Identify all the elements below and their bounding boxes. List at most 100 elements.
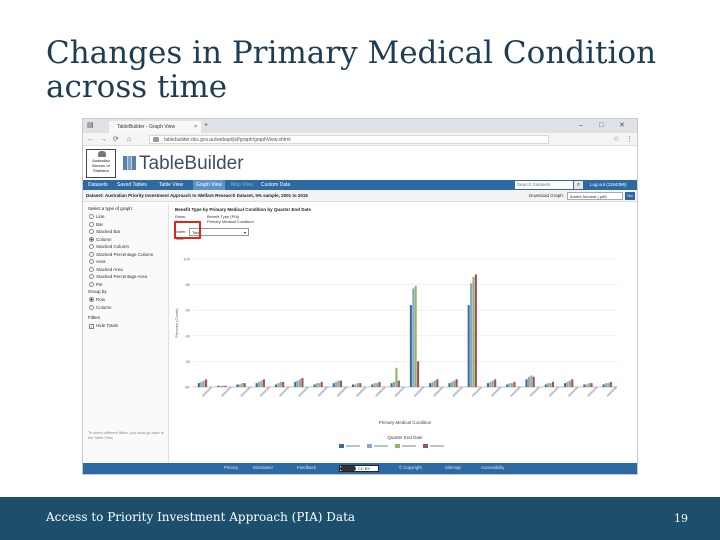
bar [412, 288, 415, 387]
download-go-button[interactable]: Go [625, 192, 635, 200]
nav-graph-view[interactable]: Graph View [193, 180, 226, 190]
close-window-icon[interactable]: ✕ [619, 122, 625, 129]
graph-type-option-stacked-percentage-area[interactable]: Stacked Percentage Area [89, 273, 147, 280]
group-by-option-column[interactable]: Column [89, 304, 112, 311]
option-label: Stacked Column [96, 244, 130, 249]
footer-link-accessibility[interactable]: Accessibility [481, 465, 505, 470]
x-tick-label-mark [375, 386, 386, 397]
radio-button[interactable] [89, 297, 94, 302]
footer-link-feedback[interactable]: Feedback [297, 465, 316, 470]
radio-button[interactable] [89, 236, 94, 242]
graph-type-option-area[interactable]: Area [89, 258, 106, 265]
bar [243, 383, 246, 387]
y-tick-label: 60 [186, 308, 191, 313]
logout-link[interactable]: Log out (1184396) [590, 182, 627, 187]
back-icon[interactable]: ← [87, 136, 94, 143]
minimize-icon[interactable]: – [579, 122, 583, 129]
bar [431, 381, 434, 387]
radio-button[interactable] [89, 251, 94, 257]
bar [448, 383, 451, 387]
footer-link-sitemap[interactable]: Sitemap [445, 465, 461, 470]
tablebuilder-logo[interactable]: TableBuilder [123, 153, 244, 174]
bar [219, 385, 222, 387]
reload-icon[interactable]: ⟳ [113, 136, 119, 143]
site-footer: Privacy Disclaimer Feedback CC BY © Copy… [83, 463, 637, 474]
browser-menu-icon[interactable]: ▤ [87, 122, 94, 129]
bar [224, 385, 227, 387]
legend-label-mark [402, 445, 416, 447]
radio-button[interactable] [89, 274, 94, 279]
forward-icon[interactable]: → [100, 136, 107, 143]
bar [205, 379, 208, 387]
footer-link-privacy[interactable]: Privacy [224, 465, 239, 470]
bar [588, 383, 591, 387]
wafer-select[interactable]: Total [189, 228, 249, 236]
option-label: Area [96, 259, 106, 264]
browser-tab-bar: ▤ TableBuilder - Graph View × + – □ ✕ [83, 119, 637, 133]
bar [544, 384, 547, 387]
graph-type-option-line[interactable]: Line [89, 213, 105, 220]
graph-type-option-pie[interactable]: Pie [89, 281, 103, 288]
cc-icon [340, 466, 356, 471]
radio-button[interactable] [89, 281, 94, 287]
new-tab-button[interactable]: + [204, 122, 209, 129]
graph-type-option-stacked-area[interactable]: Stacked Area [89, 266, 123, 273]
star-icon[interactable]: ☆ [613, 136, 620, 143]
graph-type-option-stacked-bar[interactable]: Stacked Bar [89, 228, 121, 235]
rows-value: Benefit Type (PIA) [207, 214, 240, 219]
legend-label-mark [374, 445, 388, 447]
radio-button[interactable] [89, 259, 94, 264]
bar [486, 383, 490, 387]
bar [450, 381, 453, 387]
search-icon[interactable]: ⌕ [574, 181, 583, 189]
x-tick-label-mark [201, 386, 213, 397]
bar [409, 305, 412, 387]
cc-license-badge[interactable]: CC BY [339, 465, 379, 472]
nav-table-view[interactable]: Table View [159, 182, 184, 188]
bar [604, 383, 608, 387]
x-tick-label-mark [490, 386, 502, 397]
download-format-select[interactable]: Adobe Acrobat (.pdf) [567, 192, 623, 200]
address-bar: ← → ⟳ ⌂ tablebuilder.dss.gov.au/webapi/j… [83, 133, 637, 146]
radio-button[interactable] [89, 214, 94, 219]
close-tab-icon[interactable]: × [194, 124, 197, 130]
chart-area: Benefit Type by Primary Medical Conditio… [171, 205, 637, 463]
nav-map-view[interactable]: Map View [231, 182, 253, 188]
option-label: Bar [96, 221, 104, 227]
footer-link-copyright[interactable]: © Copyright [399, 465, 422, 470]
browser-tab[interactable]: TableBuilder - Graph View × [109, 121, 201, 133]
search-datasets-input[interactable] [515, 181, 573, 189]
radio-button[interactable] [89, 266, 94, 272]
browser-options-icon[interactable]: ⋮ [626, 136, 633, 143]
nav-saved-tables[interactable]: Saved Tables [117, 182, 147, 188]
x-tick-label-mark [394, 386, 406, 397]
url-field[interactable]: tablebuilder.dss.gov.au/webapi/jsf/graph… [149, 135, 549, 144]
radio-button[interactable] [89, 244, 94, 249]
bar [455, 379, 458, 387]
footer-link-disclaimer[interactable]: Disclaimer [253, 465, 274, 470]
filter-option-hide-totals[interactable]: ✓ Hide Totals [89, 322, 118, 329]
x-tick-label-mark [259, 386, 271, 397]
abs-logo[interactable]: Australian Bureau of Statistics [86, 149, 116, 178]
home-icon[interactable]: ⌂ [127, 136, 132, 143]
maximize-icon[interactable]: □ [599, 122, 604, 129]
checkbox[interactable]: ✓ [89, 324, 94, 329]
graph-type-option-stacked-column[interactable]: Stacked Column [89, 243, 129, 250]
legend-label-mark [430, 445, 444, 447]
radio-button[interactable] [89, 304, 94, 310]
nav-datasets[interactable]: Datasets [88, 182, 108, 188]
bar [609, 381, 612, 387]
nav-custom-data[interactable]: Custom Data [261, 182, 291, 188]
bar [373, 383, 376, 387]
tablebuilder-logo-text: TableBuilder [139, 153, 244, 174]
group-by-option-row[interactable]: Row [89, 296, 105, 303]
bar [277, 383, 280, 387]
bar [260, 380, 263, 387]
radio-button[interactable] [89, 229, 94, 234]
graph-type-option-bar[interactable]: Bar [89, 221, 103, 228]
graph-type-option-column[interactable]: Column [89, 236, 112, 243]
option-label: Stacked Bar [96, 229, 121, 234]
group-by-heading: Group by [88, 289, 107, 294]
graph-type-option-stacked-percentage-column[interactable]: Stacked Percentage Column [89, 251, 153, 258]
radio-button[interactable] [89, 221, 94, 227]
